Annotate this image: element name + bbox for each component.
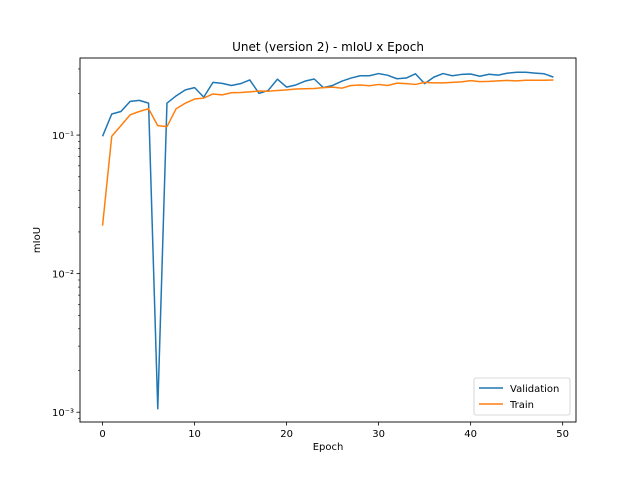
x-tick-label: 40 — [464, 429, 477, 440]
x-tick-label: 10 — [188, 429, 201, 440]
x-tick-label: 20 — [280, 429, 293, 440]
y-tick-label: 10⁻² — [52, 270, 74, 281]
legend: Validation Train — [473, 377, 571, 416]
x-tick-label: 30 — [372, 429, 385, 440]
y-axis-label: mIoU — [32, 227, 43, 253]
x-tick-label: 50 — [556, 429, 569, 440]
y-tick-label: 10⁻¹ — [52, 131, 74, 142]
x-axis-label: Epoch — [313, 442, 344, 453]
x-axis-ticks: 0 10 20 30 40 50 — [99, 422, 569, 440]
series-line-train — [101, 79, 554, 226]
series-line-validation — [101, 71, 554, 410]
legend-label-validation: Validation — [510, 384, 559, 395]
y-tick-label: 10⁻³ — [52, 408, 74, 419]
plot-frame — [79, 57, 577, 423]
series-layer — [101, 71, 554, 410]
x-tick-label: 0 — [99, 429, 105, 440]
legend-label-train: Train — [509, 400, 534, 411]
chart-title: Unet (version 2) - mIoU x Epoch — [232, 40, 424, 54]
